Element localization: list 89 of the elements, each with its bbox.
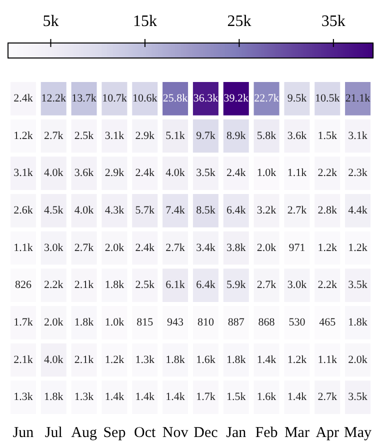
data-label: 10.5k	[315, 92, 340, 105]
x-tick-label: Aug	[71, 424, 98, 441]
data-label: 3.6k	[74, 167, 94, 180]
x-tick-label: Nov	[162, 424, 189, 441]
data-label: 4.0k	[44, 167, 64, 180]
data-label: 8.5k	[196, 204, 216, 217]
data-label: 2.9k	[135, 130, 155, 142]
data-label: 39.2k	[224, 92, 249, 105]
color-bar-label: 25k	[227, 13, 252, 30]
data-label: 2.0k	[256, 242, 277, 254]
data-label: 2.0k	[104, 242, 125, 254]
data-label: 943	[167, 316, 184, 329]
data-label: 10.7k	[102, 92, 128, 105]
data-label: 465	[319, 316, 336, 329]
data-label: 2.4k	[226, 167, 246, 180]
x-tick-label: May	[344, 424, 372, 441]
data-label: 2.4k	[135, 242, 155, 254]
x-tick-label: Dec	[194, 424, 218, 441]
data-label: 1.2k	[104, 354, 125, 366]
x-tick-label: Jan	[226, 424, 247, 441]
data-label: 2.5k	[135, 279, 155, 292]
color-bar-label: 15k	[132, 13, 157, 30]
data-label: 8.9k	[226, 130, 246, 142]
data-label: 12.2k	[41, 92, 66, 105]
data-label: 5.8k	[256, 130, 277, 142]
data-label: 3.0k	[44, 242, 64, 254]
data-label: 4.0k	[44, 354, 64, 366]
x-tick-label: Feb	[255, 424, 278, 441]
x-tick-label: Jul	[44, 424, 62, 441]
data-label: 2.7k	[166, 242, 186, 254]
data-label: 3.8k	[226, 242, 246, 254]
data-label: 3.5k	[348, 391, 368, 404]
data-label: 4.0k	[166, 167, 186, 180]
data-label: 1.8k	[44, 391, 64, 404]
data-label: 4.5k	[44, 204, 64, 217]
data-label: 21.1k	[345, 92, 371, 105]
data-label: 5.9k	[226, 279, 246, 292]
data-label: 2.3k	[348, 167, 368, 180]
data-label: 971	[288, 242, 306, 254]
data-label: 1.2k	[348, 242, 368, 254]
data-label: 1.8k	[166, 354, 186, 366]
data-label: 810	[197, 316, 214, 329]
data-label: 3.6k	[287, 130, 308, 142]
data-label: 3.4k	[196, 242, 216, 254]
data-label: 3.1k	[104, 130, 125, 142]
data-label: 868	[258, 316, 276, 329]
data-label: 1.4k	[256, 354, 277, 366]
data-label: 1.6k	[196, 354, 216, 366]
data-label: 1.8k	[226, 354, 246, 366]
data-label: 1.2k	[287, 354, 308, 366]
data-label: 2.7k	[44, 130, 64, 142]
data-label: 815	[136, 316, 154, 329]
data-label: 2.0k	[348, 354, 368, 366]
data-label: 9.7k	[196, 130, 216, 142]
data-label: 9.5k	[287, 92, 308, 105]
data-label: 826	[14, 279, 32, 292]
data-label: 3.5k	[348, 279, 368, 292]
data-label: 1.3k	[135, 354, 155, 366]
data-label: 2.1k	[14, 354, 34, 366]
data-label: 2.8k	[318, 204, 338, 217]
data-label: 3.1k	[348, 130, 368, 142]
x-tick-label: Apr	[316, 424, 340, 441]
data-label: 5.1k	[166, 130, 186, 142]
data-label: 1.1k	[318, 354, 338, 366]
data-label: 530	[288, 316, 306, 329]
data-label: 25.8k	[162, 92, 188, 105]
data-label: 2.5k	[74, 130, 94, 142]
data-label: 2.6k	[14, 204, 34, 217]
data-label: 3.0k	[287, 279, 308, 292]
data-label: 36.3k	[193, 92, 219, 105]
data-label: 22.7k	[254, 92, 280, 105]
data-label: 6.4k	[226, 204, 246, 217]
data-label: 10.6k	[132, 92, 158, 105]
data-label: 3.5k	[196, 167, 216, 180]
color-bar-label: 5k	[42, 13, 59, 30]
data-label: 887	[228, 316, 245, 329]
data-label: 1.2k	[318, 242, 338, 254]
data-label: 4.0k	[74, 204, 94, 217]
x-tick-label: Mar	[284, 424, 310, 441]
data-label: 2.0k	[44, 316, 64, 329]
data-label: 13.7k	[72, 92, 97, 105]
x-tick-label: Sep	[103, 424, 126, 441]
x-tick-label: Oct	[134, 424, 157, 441]
data-label: 6.4k	[196, 279, 216, 292]
x-tick-label: Jun	[12, 424, 34, 441]
data-label: 2.7k	[74, 242, 94, 254]
data-label: 1.2k	[14, 130, 34, 142]
color-bar-label: 35k	[321, 13, 346, 30]
data-label: 1.5k	[318, 130, 338, 142]
